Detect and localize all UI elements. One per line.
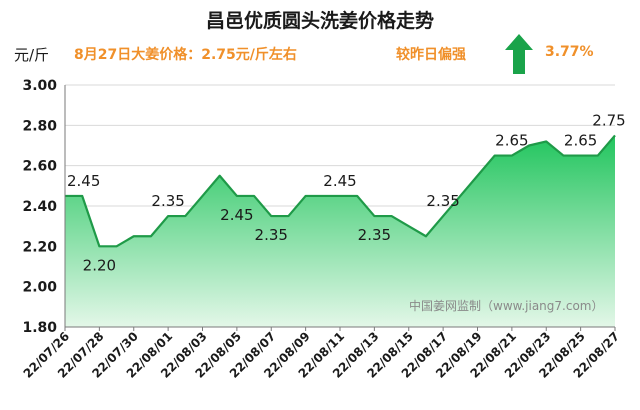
y-tick-label: 2.60 <box>22 159 57 175</box>
data-label: 2.45 <box>323 172 356 190</box>
y-axis-unit: 元/斤 <box>14 46 50 64</box>
y-tick-label: 3.00 <box>22 78 57 94</box>
data-label: 2.35 <box>358 226 391 244</box>
y-tick-label: 2.80 <box>22 118 57 134</box>
y-tick-label: 2.20 <box>22 239 57 255</box>
price-note: 8月27日大姜价格：2.75元/斤左右 <box>74 47 297 63</box>
area-fill <box>65 135 615 327</box>
data-label: 2.35 <box>426 192 459 210</box>
data-label: 2.20 <box>83 256 116 274</box>
watermark: 中国姜网监制（www.jiang7.com） <box>409 299 604 313</box>
up-arrow-icon <box>505 34 533 74</box>
data-label: 2.65 <box>495 132 528 150</box>
y-tick-label: 2.40 <box>22 199 57 215</box>
change-value: 3.77% <box>545 44 594 60</box>
data-label: 2.45 <box>67 172 100 190</box>
label-layer: 2.452.202.352.452.352.452.352.352.65 2.65… <box>67 111 626 274</box>
data-label: 2.75 <box>592 111 625 129</box>
area-layer <box>65 134 616 327</box>
compare-label: 较昨日偏强 <box>396 47 466 63</box>
data-label: 2.45 <box>220 206 253 224</box>
data-label: 2.35 <box>151 192 184 210</box>
data-label: 2.35 <box>255 226 288 244</box>
series-line <box>65 134 616 248</box>
y-tick-label: 1.80 <box>22 320 57 336</box>
data-label: 2.65 <box>564 132 597 150</box>
y-tick-label: 2.00 <box>22 280 57 296</box>
page-title: 昌邑优质圆头洗姜价格走势 <box>205 10 434 32</box>
